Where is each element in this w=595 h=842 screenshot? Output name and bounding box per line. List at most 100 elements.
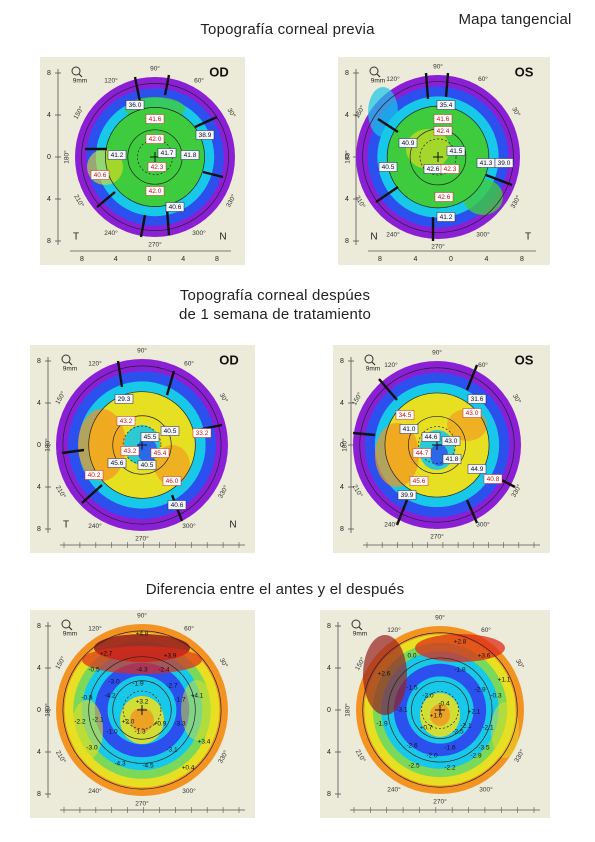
curvature-value: 33.2 — [196, 430, 209, 437]
zoom-indicator: 9mm — [364, 354, 380, 373]
diff-value: -1.9 — [132, 681, 144, 688]
curvature-value: 41.2 — [111, 152, 124, 159]
angle-label: 210° — [354, 748, 368, 764]
heading-previa: Topografía corneal previa — [200, 21, 375, 38]
angle-label: 30° — [226, 107, 238, 120]
zoom-label: 9mm — [371, 78, 385, 85]
x-tick-label: 8 — [215, 256, 219, 263]
x-tick-label: 4 — [114, 256, 118, 263]
angle-label: 90° — [137, 347, 147, 355]
angle-label: 30° — [511, 393, 523, 406]
map-type-label: Mapa tangencial — [458, 11, 572, 28]
y-axis: 8 4 0 4 8 — [327, 622, 341, 798]
map-diff-od: 8 4 0 4 8 90° 120° 150° 180° 210° 240° 270° 300° 330°… — [30, 610, 255, 818]
angle-label: 270° — [431, 243, 445, 251]
value-labels: 31.6 34.5 41.0 43.0 44.6 43.0 44.7 41.8 44.940.8… — [395, 394, 503, 500]
angle-label: 240° — [104, 229, 118, 237]
diff-value: -1.5 — [406, 685, 418, 692]
angle-label: 120° — [104, 77, 118, 85]
angle-label: 270° — [148, 241, 162, 249]
curvature-value: 45.4 — [154, 450, 167, 457]
curvature-value: 40.6 — [94, 172, 107, 179]
angle-label: 120° — [384, 361, 398, 369]
angle-label: 330° — [224, 193, 238, 209]
value-labels: +2.80.0 +3.6+2.6-1.8-1.5 -2.9+1.1-2.0 -0.3-… — [376, 639, 510, 772]
diff-value: -2.2 — [444, 765, 456, 772]
y-tick-label: 8 — [47, 70, 51, 77]
angle-label: 270° — [135, 535, 149, 543]
angle-label: 270° — [433, 798, 447, 806]
curvature-value: 41.6 — [149, 116, 162, 123]
angle-label: 240° — [88, 522, 102, 530]
angle-label: 180° — [344, 150, 352, 164]
diff-value: +3.2 — [136, 699, 149, 706]
diff-value: -3.1 — [396, 707, 408, 714]
curvature-value: 41.5 — [450, 148, 463, 155]
y-tick-label: 4 — [37, 484, 41, 491]
angle-label: 30° — [218, 657, 230, 670]
diff-value: -4.3 — [114, 761, 126, 768]
angle-label: 330° — [216, 484, 230, 500]
curvature-value: 41.2 — [440, 214, 453, 221]
diff-value: +3.6 — [478, 653, 491, 660]
y-tick-label: 0 — [340, 442, 344, 449]
y-tick-label: 0 — [37, 707, 41, 714]
diff-value: -0.5 — [88, 667, 100, 674]
x-axis — [350, 807, 540, 813]
magnifier-icon — [369, 66, 379, 76]
angle-label: 60° — [184, 359, 194, 367]
diff-value: +2.7 — [100, 651, 113, 658]
diff-value: -2.1 — [482, 725, 494, 732]
zoom-label: 9mm — [63, 366, 77, 373]
map-diff-os: 8 4 0 4 8 90° 120° 150° 180° 210° 240° 270° 300° 330°… — [320, 610, 550, 818]
magnifier-icon — [61, 354, 71, 364]
y-tick-label: 8 — [340, 358, 344, 365]
x-tick-label: 8 — [520, 256, 524, 263]
y-tick-label: 0 — [327, 707, 331, 714]
y-axis: 8 4 0 4 8 — [37, 357, 51, 533]
y-tick-label: 0 — [47, 154, 51, 161]
diff-value: -2.9 — [474, 687, 486, 694]
angle-label: 120° — [88, 359, 102, 367]
curvature-value: 42.6 — [438, 194, 451, 201]
angle-label: 300° — [476, 520, 490, 528]
angle-label: 120° — [88, 624, 102, 632]
zoom-label: 9mm — [366, 366, 380, 373]
curvature-value: 45.6 — [111, 460, 124, 467]
diff-value: -1.9 — [376, 721, 388, 728]
magnifier-icon — [364, 354, 374, 364]
x-tick-label: 4 — [181, 256, 185, 263]
y-tick-label: 8 — [340, 526, 344, 533]
y-tick-label: 8 — [37, 358, 41, 365]
curvature-value: 40.8 — [487, 476, 500, 483]
zoom-label: 9mm — [353, 631, 367, 638]
diff-value: -1.3 — [134, 729, 146, 736]
y-tick-label: 4 — [37, 749, 41, 756]
curvature-value: 45.5 — [144, 434, 157, 441]
x-tick-label: 4 — [414, 256, 418, 263]
curvature-value: 42.0 — [149, 188, 162, 195]
curvature-value: 42.3 — [151, 164, 164, 171]
angle-label: 30° — [218, 392, 230, 405]
angle-label: 300° — [192, 229, 206, 237]
value-labels: 36.0 41.6 38.9 42.0 41.2 41.7 41.8 42.3 40.6 42.0… — [90, 100, 215, 212]
y-axis: 8 4 0 4 8 — [47, 69, 61, 245]
x-axis — [60, 807, 245, 813]
diff-value: -3.0 — [86, 745, 98, 752]
eye-label: OS — [515, 352, 534, 367]
curvature-value: 42.6 — [427, 166, 440, 173]
angle-label: 60° — [194, 77, 204, 85]
angle-label: 180° — [344, 703, 352, 717]
value-labels: 35.4 41.6 40.9 42.4 41.5 40.5 42.6 42.3 41.3 39.0… — [378, 100, 514, 222]
y-axis: 8 4 0 4 8 — [37, 622, 51, 798]
x-tick-label: 0 — [449, 256, 453, 263]
angle-label: 240° — [387, 785, 401, 793]
diff-value: +2.8 — [454, 639, 467, 646]
x-axis — [60, 542, 245, 548]
angle-label: 270° — [135, 800, 149, 808]
curvature-value: 45.6 — [413, 478, 426, 485]
curvature-value: 39.0 — [498, 160, 511, 167]
y-tick-label: 8 — [37, 791, 41, 798]
angle-label: 330° — [216, 749, 230, 765]
diff-value: 0.0 — [407, 653, 416, 660]
